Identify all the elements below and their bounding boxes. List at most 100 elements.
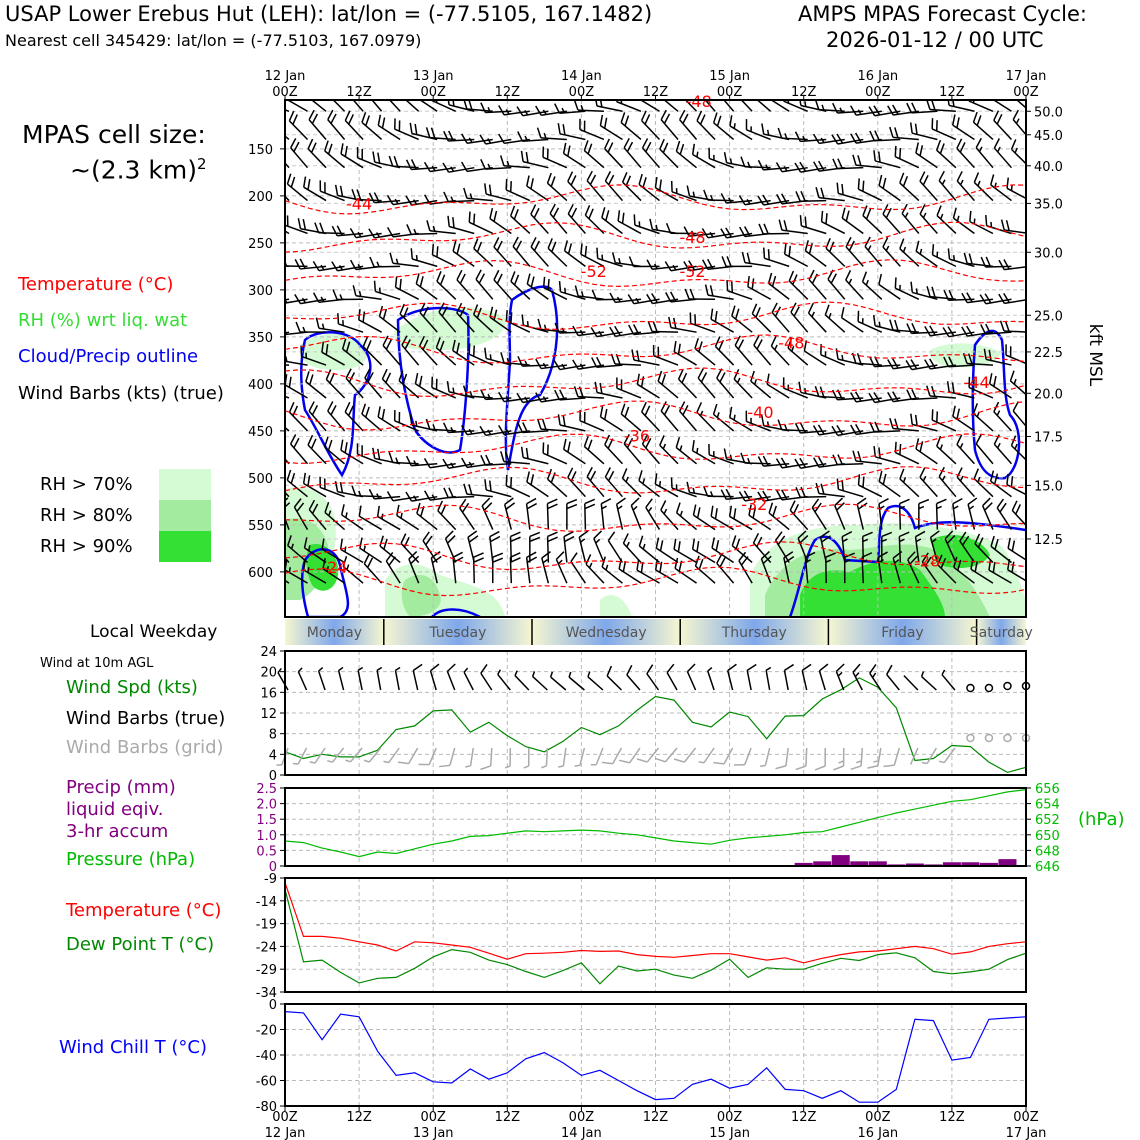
barb-flag — [314, 222, 320, 233]
barb-flag — [774, 531, 783, 541]
barb-flag — [563, 240, 569, 252]
bottom-tick-time: 12Z — [495, 1110, 521, 1125]
barb-flag — [530, 276, 535, 288]
wind-barb — [363, 747, 382, 763]
barb-flag — [329, 372, 335, 384]
barb-staff — [357, 670, 363, 691]
bottom-tick-day: 15 Jan — [709, 1126, 750, 1140]
wind-barb — [396, 504, 420, 531]
barb-half — [642, 478, 646, 484]
barb-flag — [824, 304, 830, 316]
barb-flag — [831, 425, 839, 436]
barb-half — [273, 121, 275, 126]
barb-staff — [663, 100, 679, 112]
wind-barb — [720, 227, 753, 239]
barb-flag — [636, 559, 640, 571]
wind-barb — [566, 498, 578, 530]
barb-flag — [762, 455, 769, 466]
weekday-name: Saturday — [970, 625, 1033, 641]
top-tick-day: 12 Jan — [265, 69, 306, 84]
barb-half — [358, 490, 362, 497]
barb-flag — [345, 341, 351, 353]
barb-staff — [740, 100, 753, 112]
barb-flag — [322, 558, 326, 569]
barb-flag — [460, 424, 468, 436]
weekday-band — [976, 619, 1026, 645]
wind-barb — [604, 434, 624, 465]
barb-flag — [601, 556, 606, 568]
wind-barb — [505, 179, 531, 202]
wind-barb — [710, 308, 734, 333]
barb-flag — [367, 372, 374, 383]
wind-barb — [889, 417, 919, 432]
barb-flag — [956, 434, 963, 445]
barb-half — [450, 166, 455, 172]
barb-flag — [547, 503, 558, 510]
barb-staff — [437, 510, 457, 531]
barb-flag — [795, 191, 801, 202]
barb-flag — [416, 502, 421, 514]
barb-flag — [562, 438, 567, 450]
wind-barb — [968, 100, 994, 112]
barb-staff — [303, 186, 327, 202]
barb-flag — [994, 538, 999, 550]
barb-staff — [707, 670, 715, 691]
panel-y-tick-label: 1.0 — [256, 829, 277, 844]
barb-staff — [660, 509, 679, 531]
barb-half — [699, 410, 704, 417]
barb-half — [376, 493, 380, 499]
barb-staff — [415, 283, 438, 300]
wind-barb — [604, 138, 623, 169]
precip-bar — [813, 861, 832, 866]
barb-flag — [430, 127, 436, 139]
barb-flag — [383, 82, 388, 92]
barb-flag — [490, 535, 501, 543]
wind-barb — [966, 683, 975, 693]
barb-flag — [359, 537, 363, 549]
barb-staff — [956, 147, 975, 169]
wind-barb — [312, 292, 345, 303]
barb-flag — [344, 442, 348, 453]
barb-flag — [752, 532, 760, 544]
barb-flag — [463, 187, 468, 199]
barb-flag — [590, 327, 598, 338]
weekday-strip: Monday Tuesday Wednesday Thursday Friday Satu… — [285, 619, 1033, 645]
barb-flag — [443, 487, 449, 498]
wind-barb — [753, 335, 772, 366]
barb-flag — [586, 466, 593, 478]
barb-flag — [946, 381, 950, 392]
barb-flag — [275, 438, 280, 448]
wind-barb — [881, 531, 893, 563]
legend-rh80: RH > 80% — [40, 505, 133, 526]
barb-flag — [757, 491, 765, 502]
barb-flag — [825, 213, 828, 225]
barb-half — [605, 564, 609, 571]
wind-barb — [418, 335, 438, 366]
wind-barb — [861, 271, 883, 300]
barb-flag — [856, 353, 862, 364]
barb-half — [468, 428, 473, 435]
wind-barb — [795, 747, 808, 771]
barb-flag — [620, 112, 626, 123]
barb-half — [400, 512, 403, 519]
barb-flag — [505, 451, 510, 463]
barb-flag — [770, 336, 777, 347]
wind-barb — [673, 538, 697, 564]
barb-flag — [603, 117, 608, 129]
wind-barb — [275, 438, 290, 465]
barb-flag — [419, 302, 426, 313]
wind-barb — [481, 497, 494, 530]
barb-flag — [442, 162, 450, 173]
cross-section-wind-barbs — [273, 82, 1026, 584]
barb-flag — [345, 368, 352, 379]
barb-flag — [924, 326, 931, 337]
barb-flag — [288, 376, 292, 388]
barb-flag — [386, 194, 394, 205]
barb-half — [413, 460, 417, 466]
barb-staff — [463, 671, 474, 691]
barb-flag — [899, 498, 910, 505]
barb-flag — [480, 102, 487, 113]
barb-half — [395, 258, 399, 265]
barb-flag — [520, 446, 524, 458]
barb-flag — [926, 385, 931, 397]
